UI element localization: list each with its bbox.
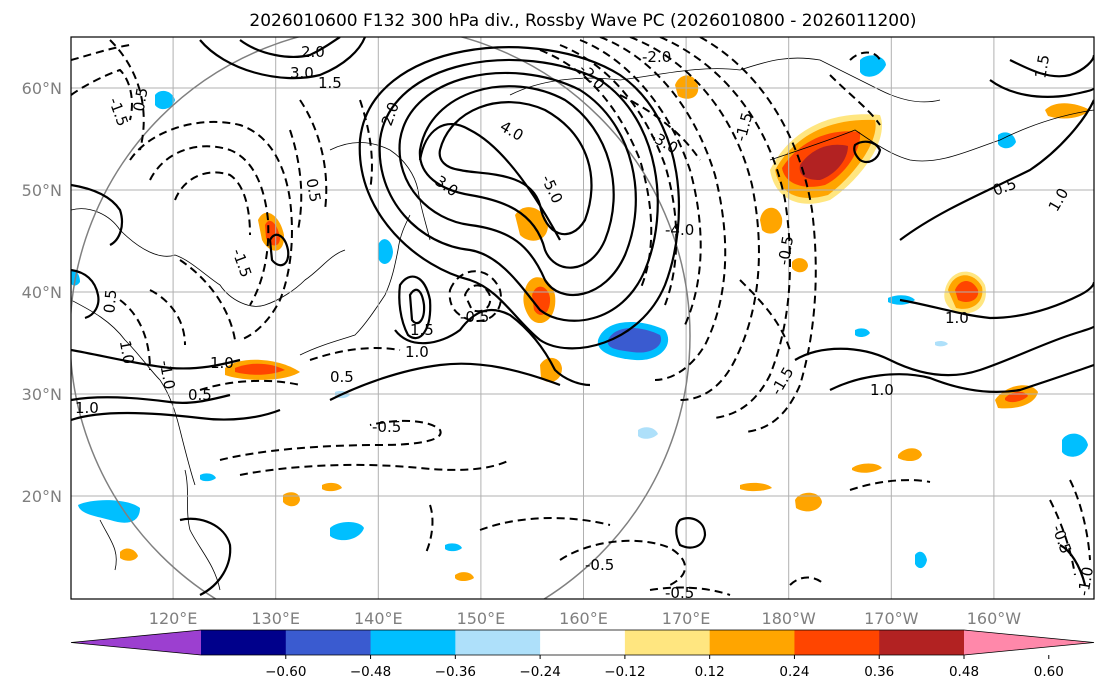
x-tick-label: 130°E	[251, 609, 300, 628]
y-tick-label: 40°N	[22, 283, 62, 302]
contour-label: 1.0	[945, 309, 969, 327]
x-tick-label: 160°W	[967, 609, 1022, 628]
colorbar-segment	[370, 630, 456, 655]
colorbar-segment	[709, 630, 795, 655]
latitude-axis: 20°N 30°N 40°N 50°N 60°N	[22, 79, 62, 506]
x-tick-label: 170°E	[662, 609, 711, 628]
contour-label: 1.0	[405, 343, 429, 361]
x-tick-label: 170°W	[864, 609, 919, 628]
range-circle	[71, 37, 691, 599]
y-tick-label: 20°N	[22, 487, 62, 506]
y-tick-label: 30°N	[22, 385, 62, 404]
coastlines	[71, 57, 1094, 591]
map-area: 2.0 3.0 1.5 2.0 4.0 3.0 -5.0 -2.0 -2.0 -…	[71, 37, 1097, 602]
contour-label: 1.5	[1031, 53, 1053, 80]
colorbar-segment	[540, 630, 626, 655]
colorbar-segment	[794, 630, 880, 655]
colorbar-tick-label: −0.60	[265, 664, 306, 680]
colorbar-segment	[879, 630, 965, 655]
y-tick-label: 50°N	[22, 181, 62, 200]
positive-patch-japan-sea	[225, 207, 556, 380]
contour-label: -0.5	[372, 418, 401, 436]
colorbar-extend-max	[964, 630, 1094, 655]
contour-label: 2.0	[301, 43, 325, 61]
y-tick-label: 60°N	[22, 79, 62, 98]
contour-label: 0.5	[130, 86, 152, 113]
colorbar-tick-label: −0.24	[519, 664, 560, 680]
contour-label: -4.0	[665, 221, 694, 239]
contour-label: 1.0	[116, 339, 138, 366]
contour-label: 1.0	[210, 354, 234, 372]
colorbar-tick-label: 0.12	[695, 664, 725, 680]
colorbar-tick-label: −0.12	[604, 664, 645, 680]
contour-label: 1.5	[318, 74, 342, 92]
positive-contours	[71, 37, 1094, 596]
colorbar-tick-label: 0.60	[1034, 664, 1064, 680]
chart-title: 2026010600 F132 300 hPa div., Rossby Wav…	[249, 11, 916, 31]
contour-label: 3.0	[290, 64, 314, 82]
x-tick-label: 140°E	[354, 609, 403, 628]
contour-label: 1.0	[870, 381, 894, 399]
colorbar-tick-label: 0.24	[779, 664, 809, 680]
colorbar-segment	[455, 630, 541, 655]
colorbar-segment	[285, 630, 372, 655]
contour-label: -0.5	[665, 584, 694, 602]
contour-label: 0.5	[330, 368, 354, 386]
map-frame	[70, 36, 1095, 600]
contour-label: -0.5	[460, 308, 489, 326]
contour-label: -2.0	[642, 48, 671, 66]
colorbar-tick-label: 0.36	[864, 664, 894, 680]
colorbar-extend-min	[71, 630, 201, 655]
negative-small-patches	[71, 55, 1088, 569]
contour-label: 0.5	[302, 177, 324, 204]
colorbar: −0.60 −0.48 −0.36 −0.24 −0.12 0.12 0.24 0.36 0.4…	[70, 629, 1095, 680]
positive-patch-kamchatka	[770, 114, 882, 204]
contour-label: -1.0	[156, 359, 179, 391]
colorbar-tick-label: −0.36	[435, 664, 476, 680]
grid-lines	[71, 37, 1094, 599]
x-tick-label: 160°E	[559, 609, 608, 628]
x-tick-label: 120°E	[149, 609, 198, 628]
x-tick-label: 180°W	[762, 609, 817, 628]
contour-label: 0.5	[188, 386, 212, 404]
contour-label: 1.0	[75, 399, 99, 417]
contour-label: -0.5	[774, 234, 797, 266]
colorbar-segment	[201, 630, 287, 655]
colorbar-tick-label: −0.48	[350, 664, 391, 680]
contour-label: -1.0	[1074, 565, 1097, 597]
shading-layer	[71, 55, 1090, 581]
negative-contours	[71, 37, 1091, 596]
longitude-axis: 120°E 130°E 140°E 150°E 160°E 170°E 180°W 170°W…	[149, 609, 1021, 628]
colorbar-outline	[70, 629, 1095, 656]
colorbar-segment	[624, 630, 711, 655]
x-tick-label: 150°E	[457, 609, 506, 628]
contour-label: 0.5	[100, 289, 120, 314]
contour-label: 1.5	[410, 321, 434, 339]
contour-label: -0.5	[585, 556, 614, 574]
colorbar-tick-label: 0.48	[949, 664, 979, 680]
